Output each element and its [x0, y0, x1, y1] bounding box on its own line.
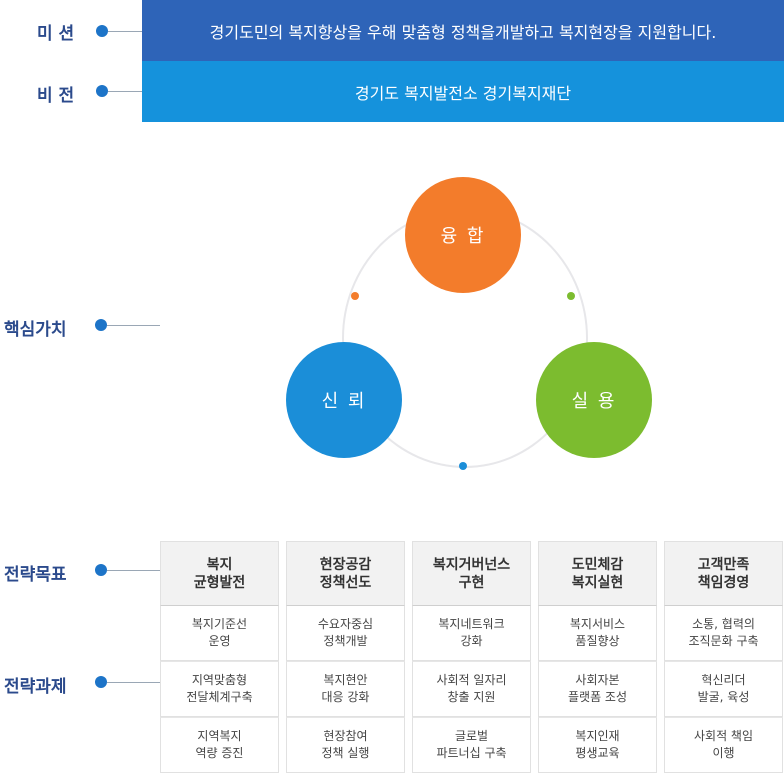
mission-dot [96, 25, 108, 37]
mission-bar: 경기도민의 복지향상을 우해 맞춤형 정책을개발하고 복지현장을 지원합니다. [142, 0, 784, 61]
value-convergence-label: 융 합 [440, 226, 486, 247]
strategy-column: 복지 균형발전 복지기준선 운영 지역맞춤형 전달체계구축 지역복지 역량 증진 [160, 541, 279, 773]
vision-bar: 경기도 복지발전소 경기복지재단 [142, 61, 784, 122]
value-trust-circle: 신 뢰 [286, 342, 402, 458]
strategic-task: 사회적 책임 이행 [664, 717, 783, 773]
core-values-label: 핵심가치 [4, 320, 67, 340]
vision-label: 비 전 [37, 86, 75, 106]
vision-text: 경기도 복지발전소 경기복지재단 [354, 83, 572, 103]
strategic-task: 복지기준선 운영 [160, 605, 279, 661]
strategic-goals-connector [107, 570, 160, 571]
ring-dot-orange [351, 292, 359, 300]
strategic-task: 지역맞춤형 전달체계구축 [160, 661, 279, 717]
ring-dot-blue [459, 462, 467, 470]
strategic-goals-label: 전략목표 [4, 565, 67, 585]
strategic-goals-dot [95, 564, 107, 576]
strategic-task: 지역복지 역량 증진 [160, 717, 279, 773]
strategic-tasks-label: 전략과제 [4, 677, 67, 697]
value-practicality-circle: 실 용 [536, 342, 652, 458]
strategic-tasks-dot [95, 676, 107, 688]
ring-dot-green [567, 292, 575, 300]
mission-label: 미 션 [37, 24, 75, 44]
strategic-task: 사회자본 플랫폼 조성 [538, 661, 657, 717]
strategy-column: 도민체감 복지실현 복지서비스 품질향상 사회자본 플랫폼 조성 복지인재 평생… [538, 541, 657, 773]
strategy-column: 고객만족 책임경영 소통, 협력의 조직문화 구축 혁신리더 발굴, 육성 사회… [664, 541, 783, 773]
strategic-goal: 고객만족 책임경영 [664, 541, 783, 605]
strategic-goal: 현장공감 정책선도 [286, 541, 405, 605]
core-values-connector [107, 325, 160, 326]
strategy-column: 현장공감 정책선도 수요자중심 정책개발 복지현안 대응 강화 현장참여 정책 … [286, 541, 405, 773]
core-values-dot [95, 319, 107, 331]
mission-connector [108, 31, 142, 32]
strategic-task: 글로벌 파트너십 구축 [412, 717, 531, 773]
strategic-task: 복지네트워크 강화 [412, 605, 531, 661]
strategic-task: 사회적 일자리 창출 지원 [412, 661, 531, 717]
strategic-task: 복지인재 평생교육 [538, 717, 657, 773]
strategic-task: 수요자중심 정책개발 [286, 605, 405, 661]
strategic-task: 복지서비스 품질향상 [538, 605, 657, 661]
strategic-task: 복지현안 대응 강화 [286, 661, 405, 717]
vision-dot [96, 85, 108, 97]
strategic-task: 현장참여 정책 실행 [286, 717, 405, 773]
value-practicality-label: 실 용 [571, 391, 617, 412]
value-trust-label: 신 뢰 [321, 391, 367, 412]
strategic-task: 소통, 협력의 조직문화 구축 [664, 605, 783, 661]
vision-connector [108, 91, 142, 92]
strategic-task: 혁신리더 발굴, 육성 [664, 661, 783, 717]
strategic-tasks-connector [107, 682, 160, 683]
strategic-goal: 복지거버넌스 구현 [412, 541, 531, 605]
strategic-goal: 도민체감 복지실현 [538, 541, 657, 605]
mission-text: 경기도민의 복지향상을 우해 맞춤형 정책을개발하고 복지현장을 지원합니다. [209, 22, 717, 42]
value-convergence-circle: 융 합 [405, 177, 521, 293]
strategy-column: 복지거버넌스 구현 복지네트워크 강화 사회적 일자리 창출 지원 글로벌 파트… [412, 541, 531, 773]
strategic-goal: 복지 균형발전 [160, 541, 279, 605]
